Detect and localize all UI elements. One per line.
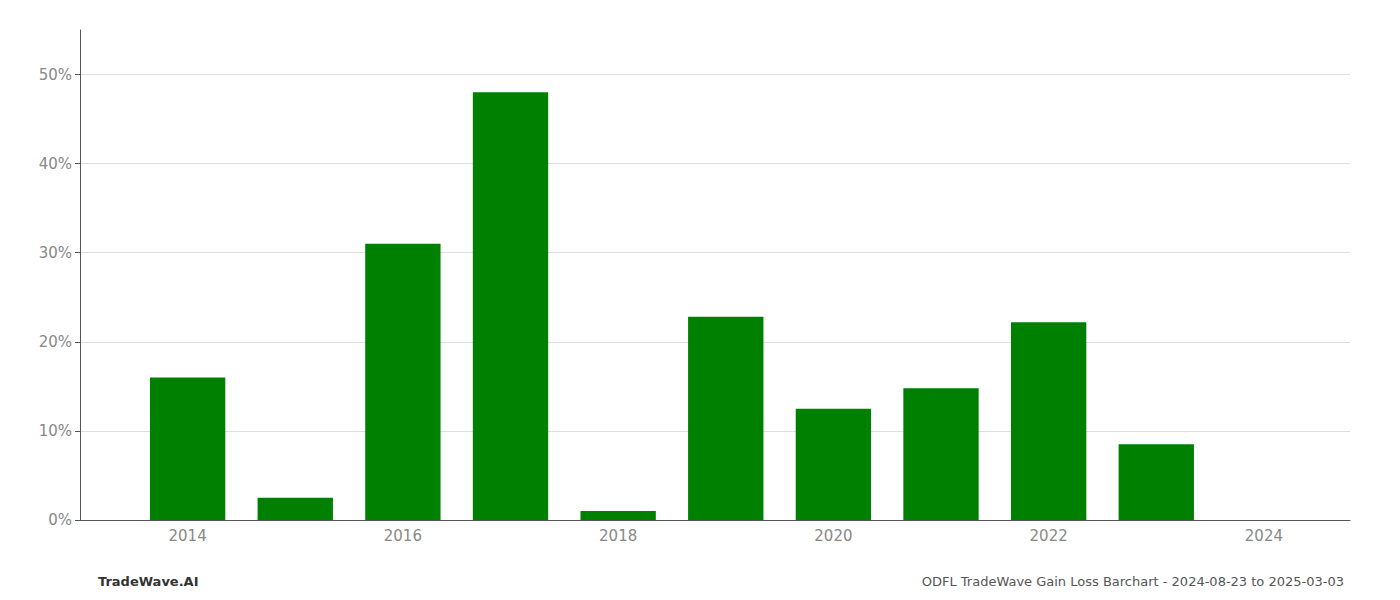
svg-text:2014: 2014 <box>169 527 207 545</box>
svg-text:2018: 2018 <box>599 527 637 545</box>
svg-text:20%: 20% <box>39 333 72 351</box>
svg-text:2022: 2022 <box>1030 527 1068 545</box>
svg-text:TradeWave.AI: TradeWave.AI <box>98 574 199 589</box>
svg-text:40%: 40% <box>39 155 72 173</box>
svg-text:2016: 2016 <box>384 527 422 545</box>
svg-text:ODFL TradeWave Gain Loss Barch: ODFL TradeWave Gain Loss Barchart - 2024… <box>922 574 1344 589</box>
svg-text:10%: 10% <box>39 422 72 440</box>
svg-text:0%: 0% <box>48 511 72 529</box>
svg-text:50%: 50% <box>39 66 72 84</box>
svg-text:2020: 2020 <box>814 527 852 545</box>
svg-text:30%: 30% <box>39 244 72 262</box>
svg-text:2024: 2024 <box>1245 527 1283 545</box>
